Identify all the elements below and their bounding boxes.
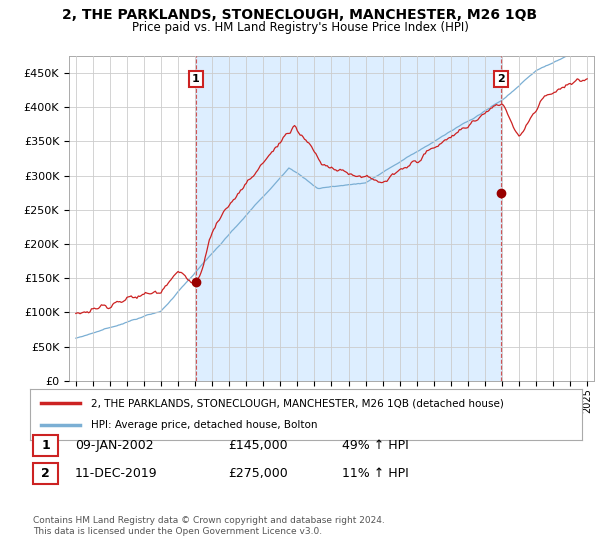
Text: 11% ↑ HPI: 11% ↑ HPI (342, 466, 409, 480)
Text: Contains HM Land Registry data © Crown copyright and database right 2024.: Contains HM Land Registry data © Crown c… (33, 516, 385, 525)
Text: 2: 2 (41, 466, 50, 480)
Text: This data is licensed under the Open Government Licence v3.0.: This data is licensed under the Open Gov… (33, 528, 322, 536)
Text: £275,000: £275,000 (228, 466, 288, 480)
Text: 2, THE PARKLANDS, STONECLOUGH, MANCHESTER, M26 1QB (detached house): 2, THE PARKLANDS, STONECLOUGH, MANCHESTE… (91, 398, 503, 408)
Text: 11-DEC-2019: 11-DEC-2019 (75, 466, 158, 480)
Text: 1: 1 (41, 438, 50, 452)
Text: HPI: Average price, detached house, Bolton: HPI: Average price, detached house, Bolt… (91, 421, 317, 431)
Text: 1: 1 (192, 74, 200, 84)
Text: 09-JAN-2002: 09-JAN-2002 (75, 438, 154, 452)
Text: Price paid vs. HM Land Registry's House Price Index (HPI): Price paid vs. HM Land Registry's House … (131, 21, 469, 34)
Text: £145,000: £145,000 (228, 438, 287, 452)
Text: 49% ↑ HPI: 49% ↑ HPI (342, 438, 409, 452)
Text: 2, THE PARKLANDS, STONECLOUGH, MANCHESTER, M26 1QB: 2, THE PARKLANDS, STONECLOUGH, MANCHESTE… (62, 8, 538, 22)
Text: 2: 2 (497, 74, 505, 84)
